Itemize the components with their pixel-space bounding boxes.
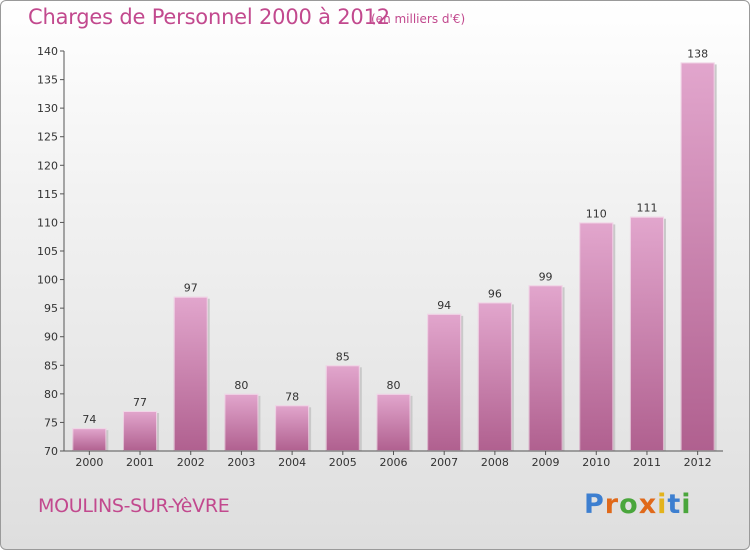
x-tick-label: 2004 xyxy=(278,456,306,469)
y-tick-label: 105 xyxy=(37,245,58,258)
x-tick-label: 2003 xyxy=(227,456,255,469)
value-label: 97 xyxy=(184,282,198,295)
x-tick-label: 2010 xyxy=(582,456,610,469)
proxiti-logo[interactable]: Proxiti xyxy=(584,489,692,520)
commune-name: MOULINS-SUR-YèVRE xyxy=(38,495,230,517)
y-tick-label: 80 xyxy=(44,388,58,401)
value-label: 74 xyxy=(82,413,96,426)
value-label: 77 xyxy=(133,396,147,409)
y-tick-label: 130 xyxy=(37,102,58,115)
value-label: 85 xyxy=(336,350,350,363)
bar-2006 xyxy=(376,393,411,451)
y-tick-label: 100 xyxy=(37,274,58,287)
bar-2012 xyxy=(680,62,715,452)
axes-group: 2000 2001 2002 2003 2004 2005 2006 2007 2008 2009… xyxy=(37,45,723,469)
y-tick-label: 115 xyxy=(37,188,58,201)
x-tick-label: 2012 xyxy=(684,456,712,469)
y-tick-label: 135 xyxy=(37,74,58,87)
value-label: 78 xyxy=(285,390,299,403)
value-label: 80 xyxy=(387,379,401,392)
value-label: 94 xyxy=(437,299,451,312)
x-tick-label: 2009 xyxy=(532,456,560,469)
x-tick-label: 2005 xyxy=(329,456,357,469)
bar-2008 xyxy=(477,302,512,451)
bar-2011 xyxy=(629,216,664,451)
value-label: 96 xyxy=(488,287,502,300)
value-label: 110 xyxy=(586,207,607,220)
value-label: 80 xyxy=(234,379,248,392)
bar-2001 xyxy=(123,411,158,451)
y-tick-label: 70 xyxy=(44,445,58,458)
chart-subtitle: (en milliers d'€) xyxy=(371,12,466,26)
x-tick-label: 2011 xyxy=(633,456,661,469)
value-label: 111 xyxy=(636,202,657,215)
x-tick-label: 2006 xyxy=(380,456,408,469)
y-tick-label: 120 xyxy=(37,159,58,172)
bars-group: 74 77 97 80 78 85 80 94 96 99 110 111 138 xyxy=(72,47,717,452)
x-tick-label: 2002 xyxy=(177,456,205,469)
x-tick-label: 2008 xyxy=(481,456,509,469)
bar-2010 xyxy=(579,222,614,451)
value-label: 138 xyxy=(687,47,708,60)
bar-2009 xyxy=(528,285,563,451)
y-tick-label: 75 xyxy=(44,416,58,429)
value-label: 99 xyxy=(539,270,553,283)
bar-2002 xyxy=(173,296,208,451)
y-tick-label: 110 xyxy=(37,216,58,229)
bar-2007 xyxy=(427,313,462,451)
y-tick-label: 140 xyxy=(37,45,58,58)
chart-title: Charges de Personnel 2000 à 2012 xyxy=(28,5,390,29)
y-tick-label: 85 xyxy=(44,359,58,372)
y-tick-label: 125 xyxy=(37,131,58,144)
y-tick-label: 95 xyxy=(44,302,58,315)
bar-2003 xyxy=(224,393,259,451)
x-tick-label: 2000 xyxy=(75,456,103,469)
bar-2005 xyxy=(325,365,360,451)
bar-2000 xyxy=(72,428,107,451)
x-tick-label: 2001 xyxy=(126,456,154,469)
x-tick-label: 2007 xyxy=(430,456,458,469)
y-tick-label: 90 xyxy=(44,331,58,344)
bar-2004 xyxy=(275,405,310,451)
